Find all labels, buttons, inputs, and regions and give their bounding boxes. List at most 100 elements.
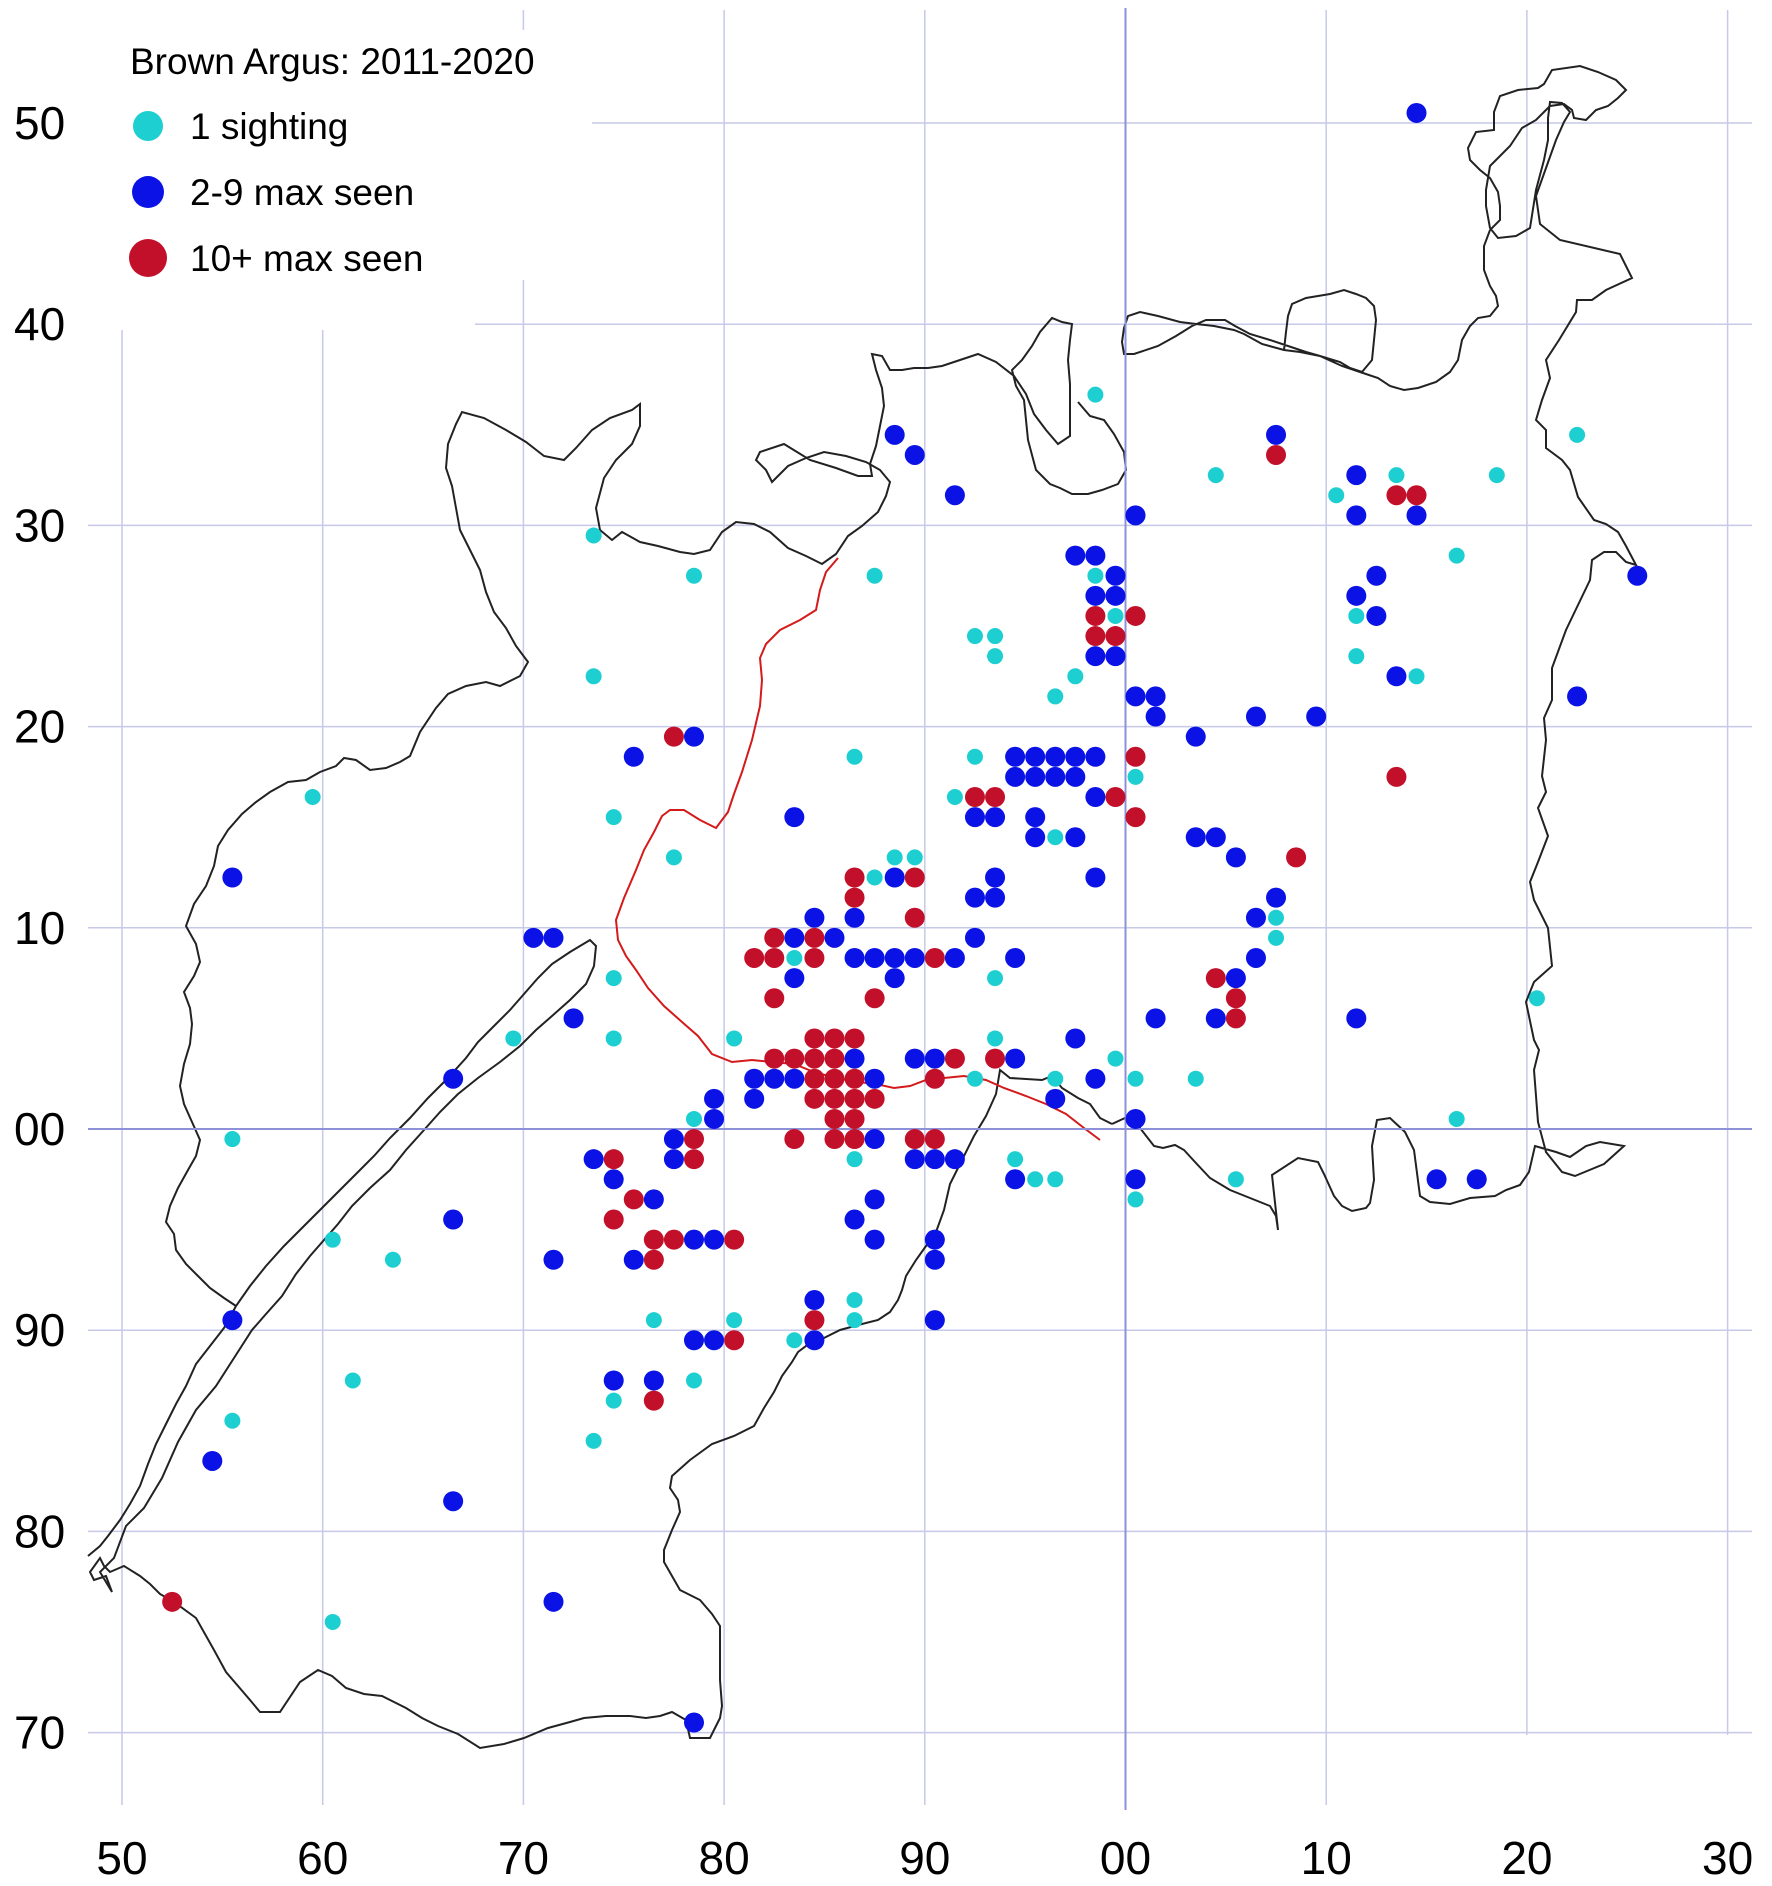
sighting-dot <box>304 789 321 806</box>
legend: 1 sighting 2-9 max seen 10+ max seen <box>129 106 423 279</box>
sighting-dot <box>1007 1151 1024 1168</box>
sighting-dot <box>1225 988 1246 1009</box>
sighting-dot <box>1225 847 1246 868</box>
sighting-dot <box>1406 505 1427 526</box>
legend-swatch <box>129 239 167 277</box>
sighting-dot <box>844 907 865 928</box>
sighting-dot <box>704 1108 725 1129</box>
y-tick-label: 80 <box>14 1505 65 1557</box>
sighting-dot <box>764 927 785 948</box>
sighting-dot <box>324 1613 341 1630</box>
sighting-dot <box>543 1249 564 1270</box>
sighting-dot <box>685 1372 702 1389</box>
sighting-dot <box>784 1048 805 1069</box>
sighting-dot <box>924 1048 945 1069</box>
sighting-dot <box>1127 1191 1144 1208</box>
sighting-dot <box>1346 505 1367 526</box>
x-tick-label: 30 <box>1702 1832 1753 1884</box>
sighting-dot <box>1366 565 1387 586</box>
sighting-dot <box>1127 768 1144 785</box>
sighting-dot <box>824 927 845 948</box>
sighting-dot <box>884 424 905 445</box>
sighting-dot <box>1388 467 1405 484</box>
sighting-dot <box>202 1450 223 1471</box>
sighting-dot <box>804 927 825 948</box>
sighting-dot <box>904 444 925 465</box>
sighting-dot <box>987 628 1004 645</box>
sighting-dot <box>944 1048 965 1069</box>
sighting-dot <box>603 1149 624 1170</box>
sighting-dot <box>1065 827 1086 848</box>
sighting-dot <box>985 787 1006 808</box>
sighting-dot <box>222 867 243 888</box>
sighting-dot <box>744 1068 765 1089</box>
sighting-dot <box>824 1048 845 1069</box>
sighting-dot <box>944 947 965 968</box>
sighting-dot <box>1488 467 1505 484</box>
sighting-dot <box>623 1189 644 1210</box>
y-tick-label: 50 <box>14 97 65 149</box>
sighting-dot <box>964 887 985 908</box>
sighting-dot <box>864 1088 885 1109</box>
sighting-dot <box>824 1129 845 1150</box>
sighting-dot <box>1286 847 1307 868</box>
sighting-dot <box>804 1310 825 1331</box>
sighting-dot <box>786 1332 803 1349</box>
sighting-dot <box>443 1068 464 1089</box>
sighting-dot <box>846 748 863 765</box>
sighting-dot <box>224 1131 241 1148</box>
sighting-dot <box>585 668 602 685</box>
sighting-dot <box>924 1149 945 1170</box>
sighting-dot <box>1085 1068 1106 1089</box>
sighting-dot <box>1448 547 1465 564</box>
sighting-dot <box>987 1030 1004 1047</box>
sighting-dot <box>786 949 803 966</box>
sighting-dot <box>1366 605 1387 626</box>
sighting-dot <box>844 1048 865 1069</box>
sighting-dot <box>846 1292 863 1309</box>
sighting-dot <box>344 1372 361 1389</box>
sighting-dot <box>1105 585 1126 606</box>
x-tick-labels: 50 60 70 80 90 00 10 20 30 <box>96 1832 1753 1884</box>
sighting-dot <box>683 1129 704 1150</box>
x-tick-label: 80 <box>699 1832 750 1884</box>
sighting-dot <box>726 1030 743 1047</box>
sighting-dot <box>726 1312 743 1329</box>
sighting-dot <box>924 1068 945 1089</box>
sighting-dot <box>985 807 1006 828</box>
sighting-dot <box>1025 807 1046 828</box>
sighting-dot <box>1328 487 1345 504</box>
sighting-dot <box>804 1088 825 1109</box>
legend-label: 1 sighting <box>190 106 348 147</box>
sighting-dot <box>1107 607 1124 624</box>
sighting-dot <box>904 947 925 968</box>
sighting-dot <box>222 1310 243 1331</box>
sighting-dot <box>1408 668 1425 685</box>
sighting-dot <box>643 1249 664 1270</box>
sighting-dot <box>585 527 602 544</box>
sighting-dot <box>864 1189 885 1210</box>
sighting-dot <box>1245 947 1266 968</box>
y-tick-label: 00 <box>14 1103 65 1155</box>
sighting-dot <box>846 1151 863 1168</box>
sighting-dot <box>1125 505 1146 526</box>
y-tick-label: 40 <box>14 298 65 350</box>
x-tick-label: 10 <box>1301 1832 1352 1884</box>
sighting-dot <box>844 887 865 908</box>
sighting-dot <box>1125 807 1146 828</box>
sighting-dot <box>605 1030 622 1047</box>
sighting-dot <box>1047 1171 1064 1188</box>
sighting-dot <box>324 1231 341 1248</box>
sighting-dot <box>944 485 965 506</box>
sighting-dot <box>384 1251 401 1268</box>
sighting-dot <box>764 947 785 968</box>
sighting-dot <box>844 1129 865 1150</box>
sighting-dot <box>1466 1169 1487 1190</box>
x-tick-label: 60 <box>297 1832 348 1884</box>
sighting-dot <box>603 1169 624 1190</box>
sighting-dot <box>864 1129 885 1150</box>
county-boundaries <box>87 64 1638 1750</box>
sighting-dot <box>846 1312 863 1329</box>
sighting-dot <box>964 787 985 808</box>
sighting-dot <box>603 1209 624 1230</box>
